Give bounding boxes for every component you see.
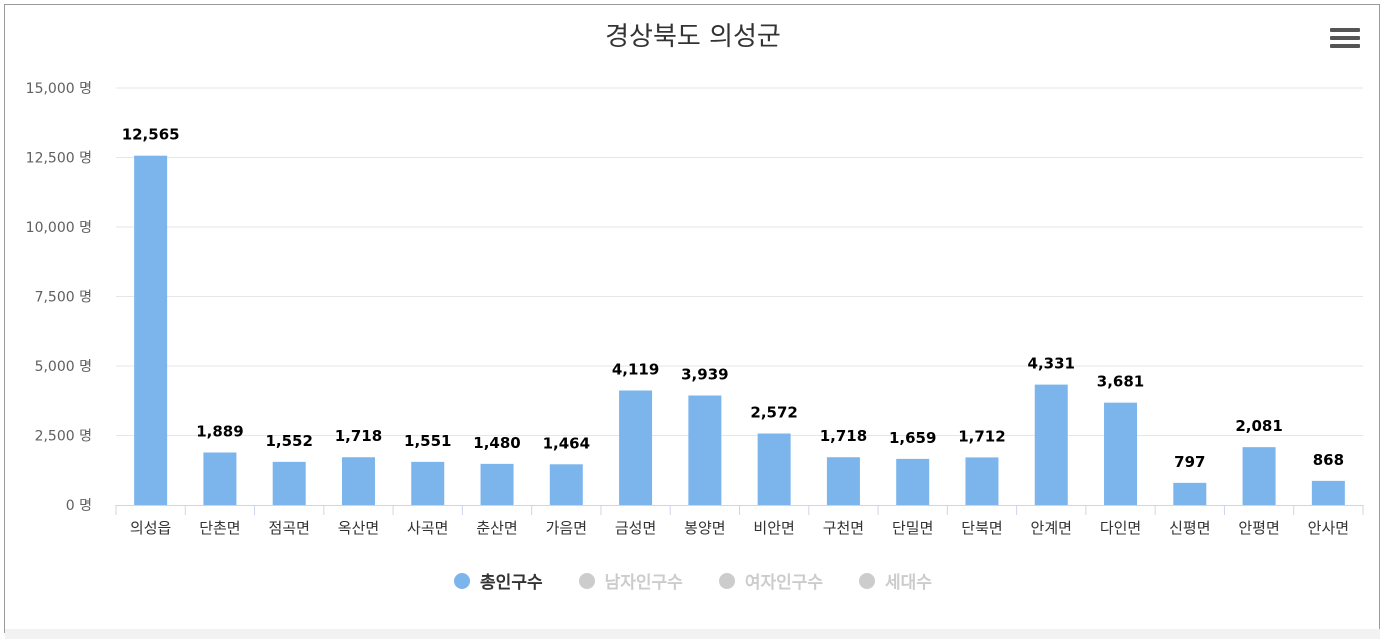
x-tick-label: 의성읍 <box>130 519 171 537</box>
data-label: 4,331 <box>1028 355 1075 373</box>
bar <box>480 463 514 505</box>
x-tick-label: 안사면 <box>1308 519 1349 537</box>
data-label: 2,081 <box>1235 417 1282 435</box>
bar <box>1242 447 1276 505</box>
bar <box>1034 384 1068 505</box>
bar <box>341 457 375 505</box>
bar-chart: 0 명 2,500 명 5,000 명 7,500 명 10,000 명 12,500 명… <box>26 81 1364 537</box>
legend-item[interactable]: 총인구수 <box>454 568 543 593</box>
y-tick-label: 0 명 <box>66 498 92 514</box>
x-tick-label: 신평면 <box>1169 519 1210 537</box>
y-tick-label: 10,000 명 <box>26 220 92 236</box>
legend-dot-icon <box>718 572 735 589</box>
data-label: 1,551 <box>404 432 451 450</box>
bar <box>757 433 791 505</box>
y-tick-label: 12,500 명 <box>26 151 92 167</box>
data-label: 1,718 <box>335 427 382 445</box>
legend-label: 총인구수 <box>480 573 543 593</box>
bar <box>619 390 653 505</box>
legend-label: 남자인구수 <box>604 573 683 593</box>
x-tick-label: 구천면 <box>823 519 864 537</box>
bar <box>134 155 168 505</box>
legend-dot-icon <box>454 572 471 589</box>
x-tick-label: 사곡면 <box>407 519 448 537</box>
data-label: 1,889 <box>196 422 243 440</box>
bar <box>1311 480 1345 505</box>
x-tick-label: 다인면 <box>1100 519 1141 537</box>
x-tick-label: 비안면 <box>753 519 794 537</box>
x-tick-label: 가음면 <box>546 519 587 537</box>
legend-label: 세대수 <box>885 573 932 593</box>
x-tick-label: 점곡면 <box>268 519 309 537</box>
bar <box>896 458 930 505</box>
data-label: 797 <box>1174 453 1205 471</box>
bar <box>549 464 583 505</box>
data-label: 1,464 <box>543 434 590 452</box>
hamburger-menu-icon[interactable] <box>1330 28 1360 52</box>
x-tick-label: 단촌면 <box>199 519 240 537</box>
data-label: 868 <box>1313 451 1344 469</box>
legend-item[interactable]: 남자인구수 <box>578 568 683 593</box>
data-label: 12,565 <box>122 126 180 144</box>
bar <box>826 457 860 505</box>
legend-item[interactable]: 세대수 <box>859 568 932 593</box>
x-tick-label: 춘산면 <box>476 519 517 537</box>
legend-dot-icon <box>859 572 876 589</box>
y-tick-label: 15,000 명 <box>26 81 92 97</box>
bar <box>965 457 999 505</box>
data-label: 3,681 <box>1097 373 1144 391</box>
chart-legend: 총인구수 남자인구수 여자인구수 세대수 <box>0 568 1386 593</box>
bar <box>1173 482 1207 505</box>
bottom-strip <box>5 629 1380 639</box>
y-tick-label: 2,500 명 <box>35 429 92 445</box>
data-label: 2,572 <box>750 403 797 421</box>
legend-item[interactable]: 여자인구수 <box>718 568 824 593</box>
data-label: 1,718 <box>820 427 867 445</box>
data-label: 3,939 <box>681 365 728 383</box>
legend-label: 여자인구수 <box>744 573 824 593</box>
chart-title: 경상북도 의성군 <box>605 22 781 52</box>
bar <box>1104 402 1138 505</box>
x-tick-label: 옥산면 <box>338 519 379 537</box>
x-tick-label: 금성면 <box>615 519 656 537</box>
legend-dot-icon <box>578 572 595 589</box>
bar <box>272 461 306 505</box>
data-label: 1,712 <box>958 427 1005 445</box>
bar <box>411 461 445 505</box>
x-tick-label: 단밀면 <box>892 519 933 537</box>
data-label: 1,659 <box>889 429 936 447</box>
data-label: 1,480 <box>473 434 520 452</box>
bar <box>688 395 722 505</box>
x-tick-label: 안평면 <box>1238 519 1279 537</box>
bar <box>203 452 237 505</box>
x-tick-label: 안계면 <box>1031 519 1072 537</box>
data-label: 4,119 <box>612 360 659 378</box>
y-tick-label: 5,000 명 <box>35 359 92 375</box>
data-label: 1,552 <box>265 432 312 450</box>
x-tick-label: 봉양면 <box>684 519 725 537</box>
chart-container <box>4 4 1380 633</box>
x-tick-label: 단북면 <box>961 519 1002 537</box>
y-tick-label: 7,500 명 <box>35 290 92 306</box>
